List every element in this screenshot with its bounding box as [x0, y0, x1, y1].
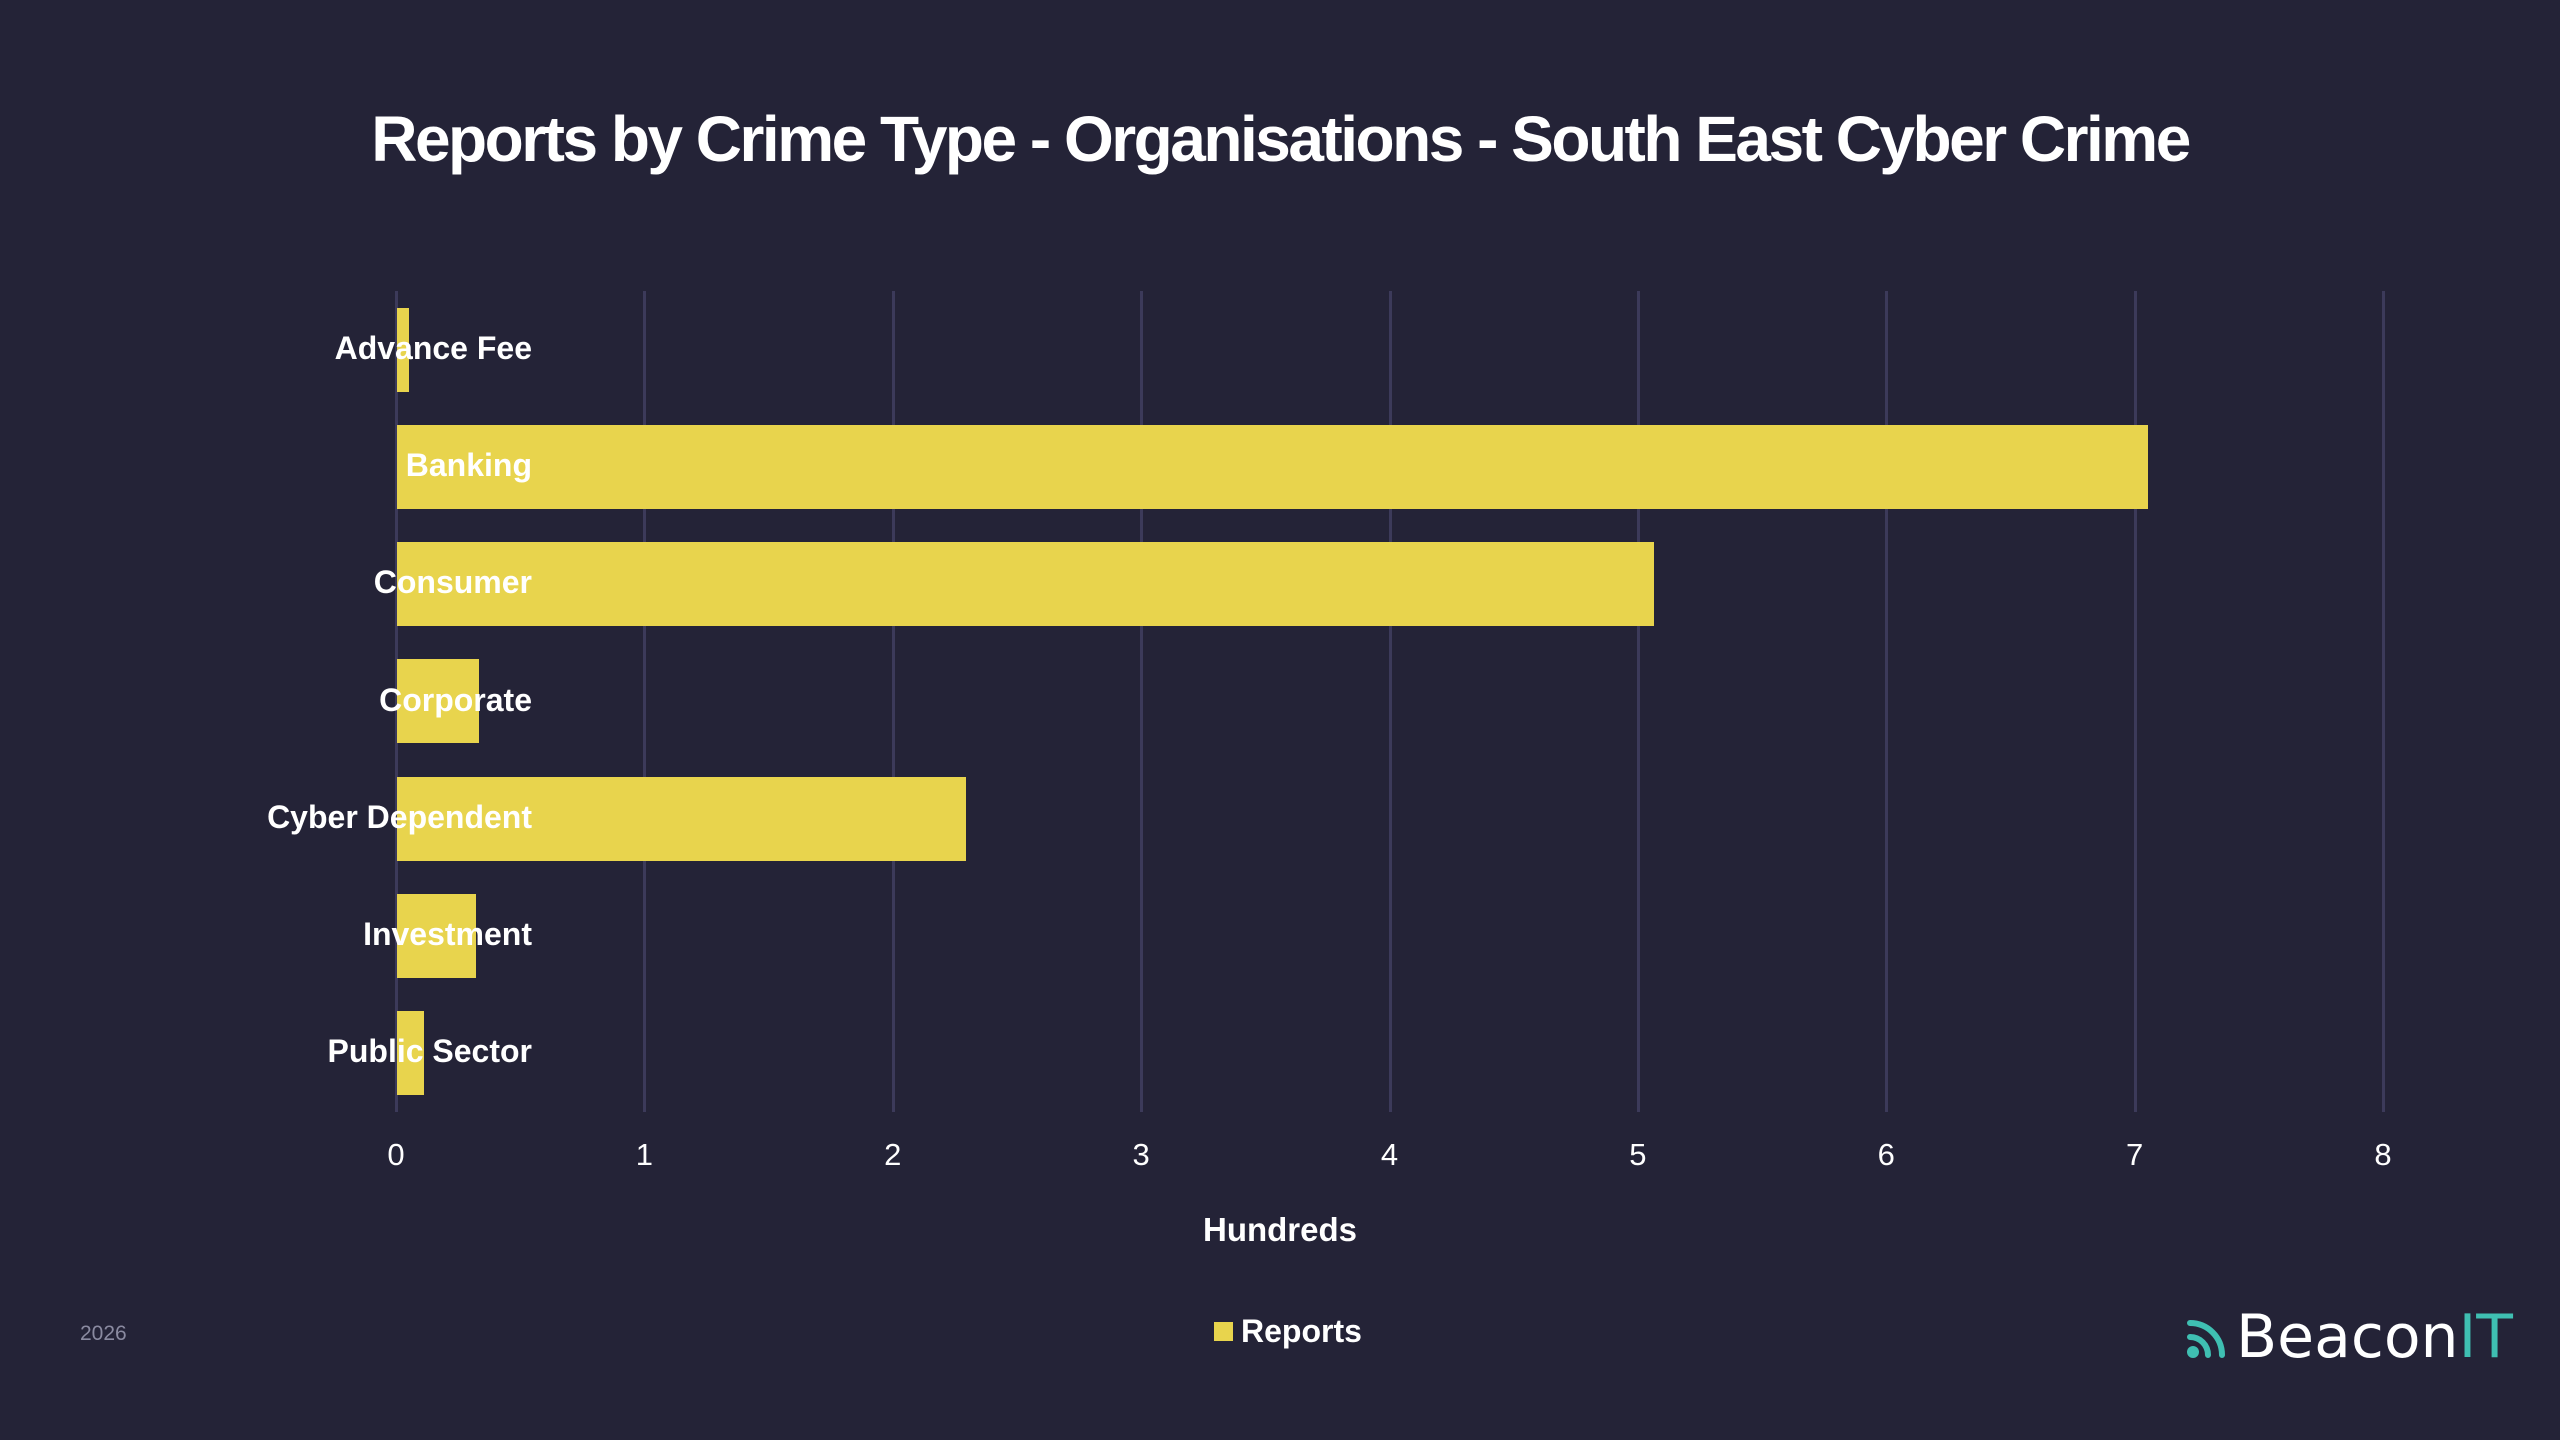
bar-advance-fee[interactable]	[397, 307, 410, 392]
bar-consumer[interactable]	[397, 542, 1654, 627]
broadcast-icon	[2187, 1320, 2225, 1358]
gridline	[1140, 291, 1144, 1112]
x-tick-label: 5	[1629, 1137, 1647, 1172]
bar-row	[396, 643, 2383, 760]
legend: Reports	[1214, 1313, 1362, 1350]
chart-title: Reports by Crime Type - Organisations - …	[371, 103, 2191, 175]
beaconit-logo: BeaconIT	[2186, 1302, 2513, 1372]
gridline	[1388, 291, 1392, 1112]
bar-cyber-dependent[interactable]	[397, 776, 966, 861]
category-label: Banking	[405, 446, 532, 483]
legend-swatch-reports	[1214, 1322, 1233, 1341]
x-tick-label: 7	[2126, 1137, 2144, 1172]
legend-label-reports: Reports	[1241, 1313, 1362, 1349]
bar-row	[396, 408, 2383, 525]
x-tick-label: 8	[2374, 1137, 2392, 1172]
bar-public-sector[interactable]	[397, 1011, 425, 1096]
gridline	[2133, 291, 2137, 1112]
x-tick-label: 3	[1132, 1137, 1150, 1172]
x-tick-label: 6	[1877, 1137, 1895, 1172]
category-label: Corporate	[379, 681, 532, 718]
bar-row	[396, 526, 2383, 643]
category-label: Cyber Dependent	[267, 798, 532, 835]
gridline	[1885, 291, 1889, 1112]
gridline	[395, 291, 398, 1112]
year-label: 2026	[80, 1322, 127, 1345]
x-tick-label: 1	[635, 1137, 653, 1172]
plot-area	[395, 291, 2385, 1112]
x-tick-label: 2	[884, 1137, 902, 1172]
bar-corporate[interactable]	[397, 659, 479, 744]
category-label: Investment	[363, 916, 532, 953]
category-label: Consumer	[373, 564, 532, 601]
gridline	[643, 291, 647, 1112]
logo-text-beacon: Beacon	[2236, 1302, 2459, 1372]
bar-row	[396, 995, 2383, 1112]
gridline	[891, 291, 895, 1112]
gridline	[1636, 291, 1640, 1112]
category-label: Public Sector	[327, 1033, 533, 1070]
bar-row	[396, 760, 2383, 877]
logo-text-it: IT	[2458, 1302, 2513, 1372]
category-label: Advance Fee	[334, 329, 532, 366]
bar-row	[396, 291, 2383, 408]
x-axis-title: Hundreds	[1202, 1211, 1357, 1248]
bar-investment[interactable]	[397, 893, 477, 978]
bar-banking[interactable]	[397, 424, 2149, 509]
bar-row	[396, 877, 2383, 994]
x-tick-label: 0	[387, 1137, 405, 1172]
x-tick-label: 4	[1380, 1137, 1399, 1172]
gridline	[2382, 291, 2385, 1112]
